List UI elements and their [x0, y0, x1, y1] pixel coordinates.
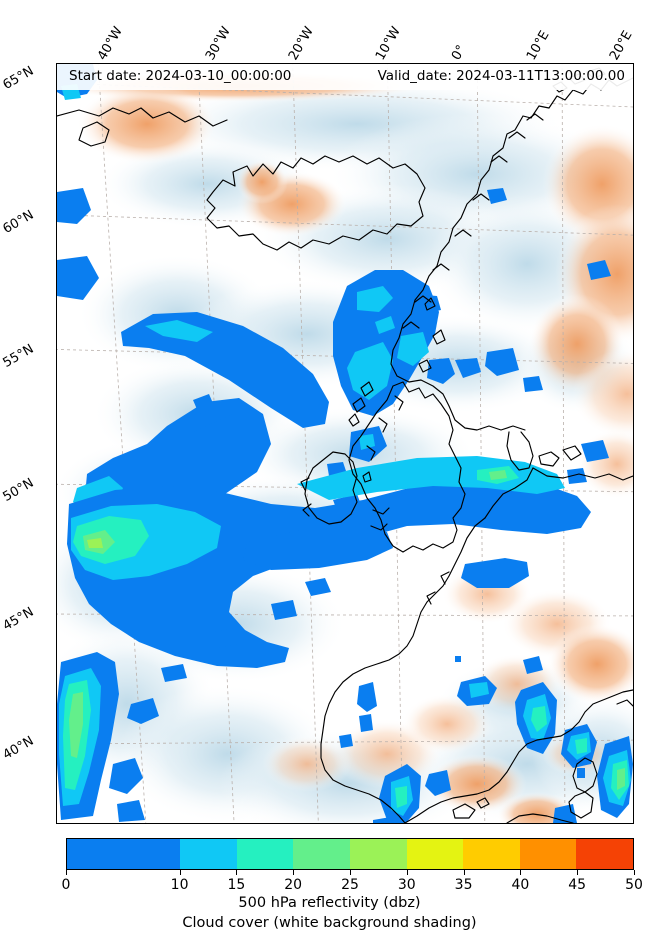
- lon-label-20E: 20°E: [607, 28, 636, 64]
- colorbar-tickmark-40: [520, 870, 522, 875]
- reflectivity-field: [57, 64, 633, 823]
- colorbar-band-20-25: [293, 839, 350, 869]
- lat-label-45N: 45°N: [0, 604, 37, 634]
- colorbar-tickmark-30: [406, 870, 408, 875]
- lat-label-40N: 40°N: [0, 733, 37, 763]
- colorbar-tickmark-45: [577, 870, 579, 875]
- caption-reflectivity: 500 hPa reflectivity (dbz): [238, 895, 421, 911]
- colorbar-band-45-50: [576, 839, 633, 869]
- colorbar-tick-label-35: 35: [454, 877, 473, 893]
- colorbar-tickmark-15: [236, 870, 238, 875]
- valid-date-label: Valid_date: 2024-03-11T13:00:00.00: [377, 68, 625, 84]
- lon-label-20W: 20°W: [286, 24, 317, 64]
- colorbar-tickmark-0: [66, 870, 67, 875]
- colorbar-tickmark-10: [179, 870, 181, 875]
- lon-label-10W: 10°W: [373, 24, 404, 64]
- lon-label-10E: 10°E: [524, 28, 553, 64]
- colorbar-tick-label-20: 20: [284, 877, 303, 893]
- lat-label-50N: 50°N: [0, 475, 37, 505]
- colorbar-tick-label-50: 50: [625, 877, 643, 893]
- caption-cloudcover: Cloud cover (white background shading): [182, 915, 477, 931]
- lat-label-55N: 55°N: [0, 341, 37, 371]
- coastlines: [57, 67, 633, 823]
- map-canvas: [57, 64, 633, 823]
- colorbar-tick-label-30: 30: [397, 877, 416, 893]
- colorbar-tick-label-0: 0: [61, 877, 71, 893]
- lon-label-30W: 30°W: [203, 24, 234, 64]
- map-panel[interactable]: [56, 63, 634, 824]
- colorbar-tickmark-35: [463, 870, 465, 875]
- lon-label-0: 0°: [449, 42, 470, 63]
- colorbar-tick-label-45: 45: [568, 877, 587, 893]
- lat-label-65N: 65°N: [0, 63, 37, 93]
- colorbar-tick-label-25: 25: [341, 877, 359, 893]
- lon-label-40W: 40°W: [95, 24, 126, 64]
- colorbar-band-15-20: [236, 839, 294, 869]
- colorbar[interactable]: [66, 838, 634, 870]
- cloudcover-orange-shading: [57, 70, 633, 823]
- colorbar-band-0-10: [67, 839, 181, 869]
- colorbar-tick-label-15: 15: [227, 877, 246, 893]
- colorbar-tick-label-40: 40: [511, 877, 530, 893]
- colorbar-tickmark-50: [634, 870, 635, 875]
- colorbar-tickmark-20: [293, 870, 295, 875]
- lat-label-60N: 60°N: [0, 207, 37, 237]
- colorbar-band-25-30: [349, 839, 407, 869]
- colorbar-band-35-40: [463, 839, 520, 869]
- colorbar-tickmark-25: [350, 870, 351, 875]
- start-date-label: Start date: 2024-03-10_00:00:00: [69, 68, 292, 84]
- colorbar-tick-label-10: 10: [170, 877, 189, 893]
- map-title-bar: Start date: 2024-03-10_00:00:00 Valid_da…: [57, 64, 633, 90]
- colorbar-band-40-45: [519, 839, 577, 869]
- colorbar-band-10-15: [180, 839, 237, 869]
- colorbar-band-30-35: [406, 839, 464, 869]
